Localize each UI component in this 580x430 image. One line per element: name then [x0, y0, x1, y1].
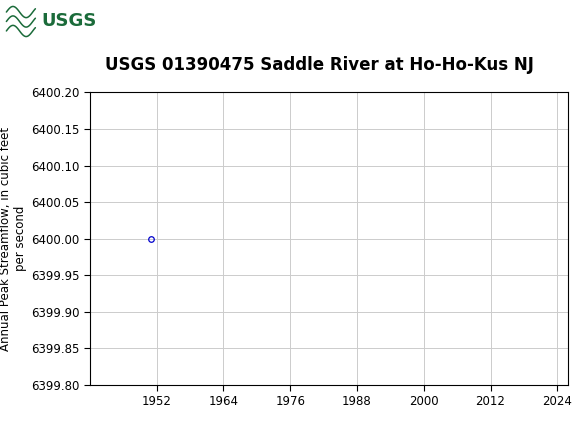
Text: USGS: USGS — [41, 12, 96, 31]
Y-axis label: Annual Peak Streamflow, in cubic feet
per second: Annual Peak Streamflow, in cubic feet pe… — [0, 126, 27, 351]
Text: USGS 01390475 Saddle River at Ho-Ho-Kus NJ: USGS 01390475 Saddle River at Ho-Ho-Kus … — [104, 55, 534, 74]
Bar — [3, 3, 88, 40]
